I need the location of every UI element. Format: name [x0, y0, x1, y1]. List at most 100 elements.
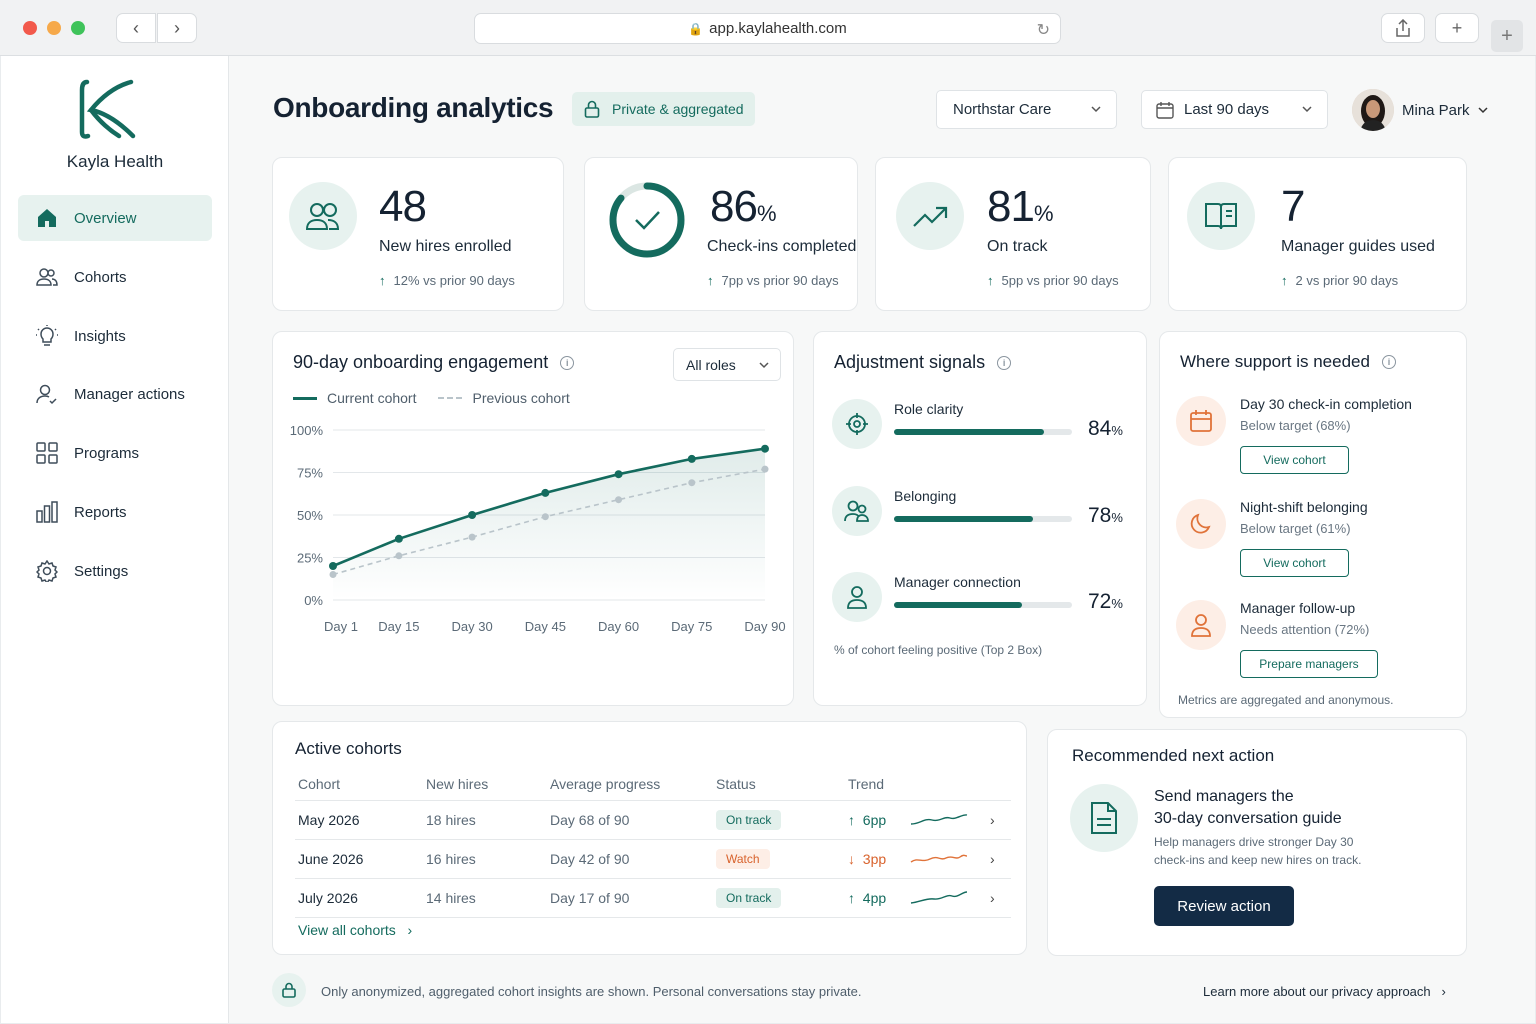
privacy-learn-more-link[interactable]: Learn more about our privacy approach ›: [1203, 984, 1446, 999]
signal-bar: [894, 602, 1072, 608]
address-bar[interactable]: 🔒 app.kaylahealth.com ↻: [474, 13, 1061, 44]
x-tick-label: Day 30: [452, 619, 493, 634]
status-badge: On track: [716, 809, 782, 830]
stat-value: 7: [1281, 182, 1306, 231]
stat-delta: ↑ 12% vs prior 90 days: [379, 273, 515, 288]
cohort-hires: 14 hires: [423, 878, 547, 918]
stat-card-check-ins: 86% Check-ins completed ↑ 7pp vs prior 90…: [584, 157, 858, 311]
view-cohort-button[interactable]: View cohort: [1240, 446, 1349, 474]
date-range-select[interactable]: Last 90 days: [1141, 90, 1328, 129]
series-area-current: [333, 448, 765, 600]
role-filter-select[interactable]: All roles: [673, 348, 781, 381]
active-cohorts-title: Active cohorts: [295, 739, 402, 758]
tab-overview-button[interactable]: +: [1491, 20, 1523, 52]
signal-bar: [894, 429, 1072, 435]
stat-label: Manager guides used: [1281, 238, 1435, 255]
cohorts-table: Cohort New hires Average progress Status…: [295, 768, 1011, 918]
user-icon: [1176, 600, 1226, 650]
sidebar-item-label: Cohorts: [74, 268, 127, 286]
lock-icon: [272, 973, 306, 1007]
support-needed-card: Where support is needed i Day 30 check-in…: [1159, 331, 1467, 718]
kayla-logo: [79, 79, 136, 139]
back-button[interactable]: ‹: [116, 13, 156, 43]
new-tab-button[interactable]: +: [1435, 13, 1479, 43]
signal-label: Belonging: [894, 488, 957, 504]
arrow-up-icon: ↑: [848, 811, 855, 828]
maximize-window-button[interactable]: [71, 21, 85, 35]
support-item-sub: Needs attention (72%): [1240, 622, 1370, 637]
moon-icon: [1176, 499, 1226, 549]
stat-value: 86%: [710, 182, 776, 231]
stat-card-manager-guides: 7 Manager guides used ↑ 2 vs prior 90 day…: [1168, 157, 1467, 311]
target-icon: [832, 399, 882, 449]
stat-label: New hires enrolled: [379, 238, 512, 255]
chevron-down-icon: [1302, 106, 1312, 113]
chevron-right-icon: ›: [1441, 984, 1446, 999]
table-row[interactable]: June 2026 16 hires Day 42 of 90 Watch ↓ …: [295, 839, 1011, 879]
view-cohort-button[interactable]: View cohort: [1240, 549, 1349, 577]
stat-card-on-track: 81% On track ↑ 5pp vs prior 90 days: [875, 157, 1151, 311]
data-point: [395, 552, 403, 560]
sidebar-item-label: Settings: [74, 562, 129, 580]
info-icon[interactable]: i: [997, 355, 1012, 370]
sidebar-item-manager-actions[interactable]: Manager actions: [18, 371, 212, 417]
support-item-sub: Below target (61%): [1240, 521, 1351, 536]
arrow-up-icon: ↑: [987, 273, 994, 288]
share-button[interactable]: [1381, 13, 1425, 43]
sidebar-item-settings[interactable]: Settings: [18, 548, 212, 594]
close-window-button[interactable]: [23, 21, 37, 35]
info-icon[interactable]: i: [560, 355, 575, 370]
x-tick-label: Day 60: [598, 619, 639, 634]
stat-delta: ↑ 7pp vs prior 90 days: [707, 273, 839, 288]
trend-value: ↑ 6pp: [848, 811, 887, 828]
recommended-body: Help managers drive stronger Day 30 chec…: [1154, 835, 1362, 867]
signal-value: 72%: [1088, 590, 1123, 613]
legend-swatch-current: [293, 396, 317, 400]
reload-icon[interactable]: ↻: [1036, 22, 1050, 39]
chevron-right-icon[interactable]: ›: [987, 800, 1011, 840]
sidebar-item-label: Insights: [74, 327, 126, 345]
table-row[interactable]: July 2026 14 hires Day 17 of 90 On track…: [295, 878, 1011, 918]
sparkline: [910, 854, 968, 863]
user-menu[interactable]: Mina Park: [1352, 89, 1490, 131]
cohort-name: June 2026: [295, 839, 423, 879]
table-row[interactable]: May 2026 18 hires Day 68 of 90 On track …: [295, 800, 1011, 840]
engagement-card: 90-day onboarding engagement i All roles …: [272, 331, 794, 706]
calendar-icon: [1176, 396, 1226, 446]
sidebar-item-overview[interactable]: Overview: [18, 195, 212, 241]
support-footnote: Metrics are aggregated and anonymous.: [1178, 693, 1394, 707]
table-header-row: Cohort New hires Average progress Status…: [295, 768, 1011, 801]
signals-footnote: % of cohort feeling positive (Top 2 Box): [834, 643, 1043, 657]
column-header: Average progress: [547, 768, 713, 801]
organization-select[interactable]: Northstar Care: [936, 90, 1117, 129]
browser-toolbar: ‹ › 🔒 app.kaylahealth.com ↻ + +: [0, 0, 1536, 56]
minimize-window-button[interactable]: [47, 21, 61, 35]
info-icon[interactable]: i: [1381, 355, 1396, 369]
y-tick-label: 100%: [290, 423, 324, 438]
review-action-button[interactable]: Review action: [1154, 886, 1294, 926]
support-item-title: Night-shift belonging: [1240, 499, 1368, 515]
support-title: Where support is needed i: [1180, 352, 1396, 372]
signal-manager-connection: Manager connection 72%: [832, 572, 1132, 632]
cohort-hires: 16 hires: [423, 839, 547, 879]
x-tick-label: Day 1: [324, 619, 358, 634]
forward-button[interactable]: ›: [157, 13, 197, 43]
date-range-select-value: Last 90 days: [1184, 101, 1270, 118]
view-all-cohorts-link[interactable]: View all cohorts ›: [298, 922, 413, 938]
sidebar-item-reports[interactable]: Reports: [18, 489, 212, 535]
chevron-right-icon: ›: [407, 922, 413, 938]
y-tick-label: 50%: [297, 508, 323, 523]
chevron-down-icon: [759, 362, 769, 369]
arrow-up-icon: ↑: [707, 273, 714, 288]
sidebar-item-insights[interactable]: Insights: [18, 313, 212, 359]
privacy-footer-text: Only anonymized, aggregated cohort insig…: [321, 984, 862, 999]
prepare-managers-button[interactable]: Prepare managers: [1240, 650, 1378, 678]
support-item-sub: Below target (68%): [1240, 418, 1351, 433]
sidebar-item-programs[interactable]: Programs: [18, 430, 212, 476]
status-badge: On track: [716, 887, 782, 908]
sidebar: Kayla Health Overview Cohorts Insights M…: [1, 56, 229, 1023]
sidebar-item-cohorts[interactable]: Cohorts: [18, 254, 212, 300]
chevron-right-icon[interactable]: ›: [987, 878, 1011, 918]
chevron-right-icon[interactable]: ›: [987, 839, 1011, 879]
trend-value: ↑ 4pp: [848, 889, 887, 906]
